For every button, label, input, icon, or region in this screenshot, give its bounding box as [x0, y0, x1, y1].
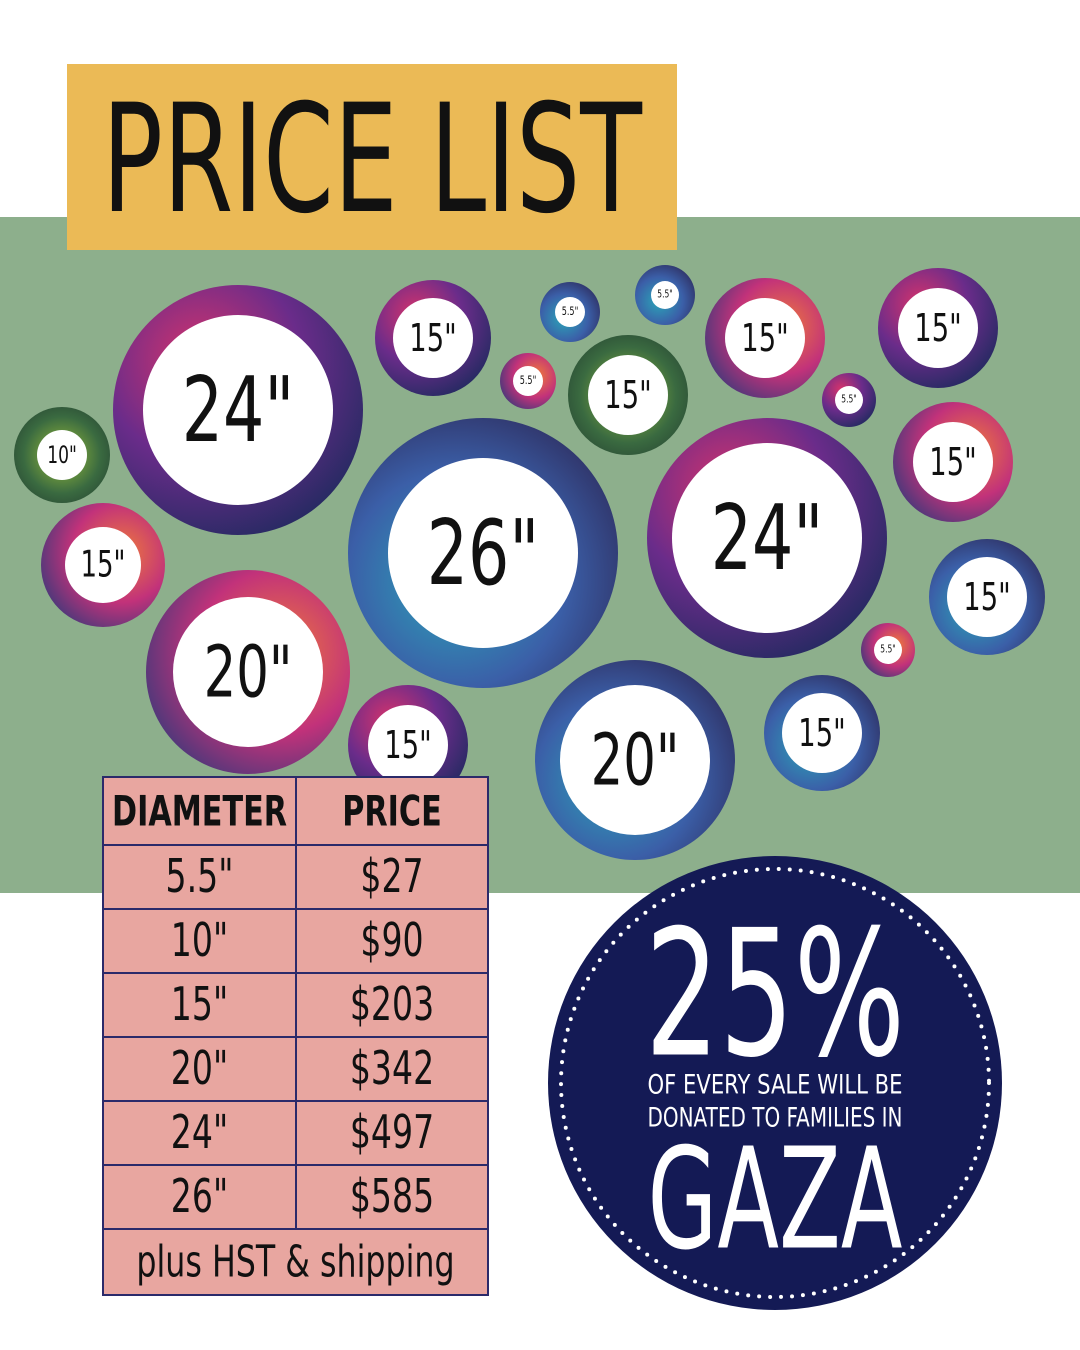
plate-label: 26" [427, 500, 540, 606]
table-cell: 5.5" [166, 851, 234, 904]
donation-badge: 25% OF EVERY SALE WILL BE DONATED TO FAM… [548, 856, 1002, 1310]
plate-label-disc [513, 366, 543, 396]
column-header: DIAMETER [112, 786, 287, 835]
plate-label: 24" [182, 357, 295, 463]
table-cell: $497 [350, 1107, 434, 1160]
plate-label: 15" [798, 711, 845, 756]
table-footer: plus HST & shipping [136, 1236, 454, 1288]
plate-label: 15" [741, 316, 788, 361]
plate-label-disc [782, 693, 862, 773]
plates: 24" 10" 15" 20" 15" 5.5" 5.5" 5.5" 15" 26" 15" 15" 5… [14, 265, 1045, 860]
plate-label: 15" [963, 575, 1010, 620]
plate-label: 10" [47, 441, 77, 469]
plate-label: 5.5" [880, 644, 895, 655]
plate-label: 5.5" [841, 394, 856, 405]
plate-label-disc [651, 281, 679, 309]
plate-label: 20" [204, 630, 293, 714]
plate-label-disc [368, 705, 448, 785]
plate-label: 5.5" [520, 375, 537, 388]
badge-circle [548, 856, 1002, 1310]
plate-label: 15" [914, 306, 961, 351]
table-cell: 26" [171, 1171, 228, 1224]
plate-label: 24" [711, 485, 824, 591]
plate-label: 15" [384, 723, 431, 768]
table-cell: $203 [350, 979, 434, 1032]
title: PRICE LIST [102, 73, 643, 247]
plate-label-disc [913, 422, 993, 502]
plate-label-disc [393, 298, 473, 378]
plate-label: 15" [604, 373, 651, 418]
badge-percent: 25% [645, 894, 905, 1097]
badge-dots [559, 867, 991, 1299]
table-cell: 24" [171, 1107, 228, 1160]
plate-label-disc [65, 527, 141, 603]
table-cell: $90 [360, 915, 423, 968]
table-cell: 15" [171, 979, 228, 1032]
plate-label-disc [835, 386, 863, 414]
plate-label-disc [672, 443, 862, 633]
table-cell: $585 [350, 1171, 434, 1224]
plate-label-disc [898, 288, 978, 368]
table-cell: 20" [171, 1043, 228, 1096]
plate-label: 5.5" [657, 289, 672, 300]
table-cell: $27 [360, 851, 423, 904]
table-cell: $342 [350, 1043, 434, 1096]
price-table: DIAMETER PRICE 5.5" $27 10" $90 15" $203 20" $342… [102, 776, 489, 1296]
plate-label-disc [173, 597, 323, 747]
plate-label: 15" [80, 544, 125, 585]
column-header: PRICE [342, 786, 442, 835]
badge-line: DONATED TO FAMILIES IN [648, 1103, 903, 1134]
table-cell: 10" [171, 915, 228, 968]
plate-label-disc [725, 298, 805, 378]
plate-label: 15" [929, 440, 976, 485]
plate-label-disc [388, 458, 578, 648]
plate-label: 5.5" [562, 306, 579, 319]
plate-label: 20" [591, 718, 680, 802]
plate-label-disc [947, 557, 1027, 637]
plate-label-disc [874, 636, 902, 664]
plate-label-disc [555, 297, 585, 327]
plate-label-disc [143, 315, 333, 505]
plate-label-disc [37, 430, 87, 480]
plate-label: 15" [409, 316, 456, 361]
badge-place: GAZA [648, 1119, 903, 1282]
plate-label-disc [560, 685, 710, 835]
badge-line: OF EVERY SALE WILL BE [648, 1070, 903, 1101]
plate-label-disc [588, 355, 668, 435]
title-box [67, 64, 677, 250]
